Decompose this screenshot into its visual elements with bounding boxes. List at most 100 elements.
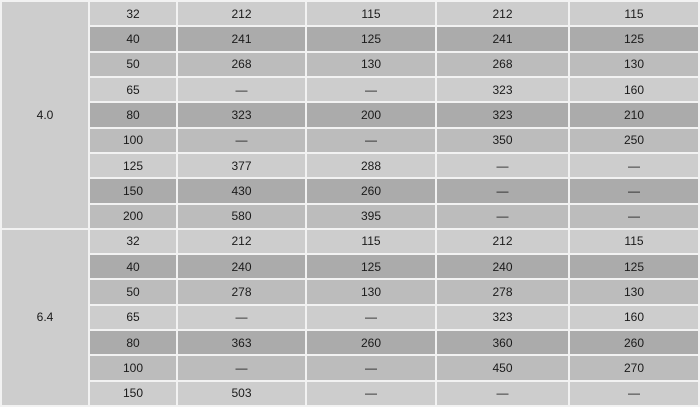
value-cell: — (178, 128, 305, 152)
table-row: 100— —450 270 (2, 356, 698, 380)
value-cell: 580 (178, 204, 305, 228)
size-cell: 100 (90, 356, 176, 380)
value-cell: 240 (437, 255, 568, 279)
value-cell: — (307, 356, 435, 380)
value-cell: — (437, 153, 568, 178)
value-cell: 130 (570, 280, 698, 304)
value-cell: — (570, 381, 698, 405)
value-cell: 160 (570, 305, 698, 330)
value-cell: 130 (307, 52, 435, 76)
value-cell: 125 (307, 255, 435, 279)
value-cell: 260 (307, 331, 435, 355)
value-cell: 125 (570, 255, 698, 279)
value-cell: 363 (178, 331, 305, 355)
size-cell: 65 (90, 77, 176, 102)
table-row: 80 323 200 323 210 (2, 103, 698, 127)
value-cell: — (178, 305, 305, 330)
value-cell: 450 (437, 356, 568, 380)
value-cell: 212 (437, 229, 568, 254)
table-row: 65— —323 160 (2, 305, 698, 330)
value-cell: 323 (437, 77, 568, 102)
value-cell: 115 (570, 229, 698, 254)
value-cell: 377 (178, 153, 305, 178)
value-cell: 160 (570, 77, 698, 102)
size-cell: 150 (90, 381, 176, 405)
value-cell: 241 (178, 27, 305, 51)
value-cell: 268 (178, 52, 305, 76)
value-cell: 130 (570, 52, 698, 76)
value-cell: — (307, 305, 435, 330)
value-cell: 115 (307, 2, 435, 26)
value-cell: 115 (570, 2, 698, 26)
table-row: 65— —323 160 (2, 77, 698, 102)
table-row: 50 278 130 278 130 (2, 280, 698, 304)
value-cell: 278 (178, 280, 305, 304)
size-cell: 40 (90, 27, 176, 51)
size-cell: 65 (90, 305, 176, 330)
value-cell: 288 (307, 153, 435, 178)
table-row: 100— —350 250 (2, 128, 698, 152)
value-cell: 260 (307, 179, 435, 203)
size-cell: 40 (90, 255, 176, 279)
size-cell: 50 (90, 52, 176, 76)
table-row: 125 377 288— — (2, 153, 698, 178)
value-cell: 323 (178, 103, 305, 127)
value-cell: — (307, 77, 435, 102)
value-cell: — (178, 356, 305, 380)
value-cell: 210 (570, 103, 698, 127)
value-cell: — (570, 179, 698, 203)
size-cell: 50 (90, 280, 176, 304)
size-cell: 32 (90, 2, 176, 26)
value-cell: 212 (178, 229, 305, 254)
value-cell: 125 (307, 27, 435, 51)
value-cell: 270 (570, 356, 698, 380)
group-label-cell: 6.4 (2, 229, 88, 405)
value-cell: 115 (307, 229, 435, 254)
value-cell: — (570, 153, 698, 178)
value-cell: 212 (437, 2, 568, 26)
value-cell: 212 (178, 2, 305, 26)
table-row: 150 430 260— — (2, 179, 698, 203)
table-row: 4.0 32 212 115 212 115 (2, 2, 698, 228)
value-cell: — (178, 77, 305, 102)
value-cell: 278 (437, 280, 568, 304)
size-cell: 100 (90, 128, 176, 152)
table-row: 6.4 32 212 115 212 115 (2, 229, 698, 405)
value-cell: — (437, 204, 568, 228)
table-row: 50 268 130 268 130 (2, 52, 698, 76)
size-cell: 80 (90, 331, 176, 355)
value-cell: — (437, 179, 568, 203)
value-cell: 323 (437, 305, 568, 330)
size-cell: 32 (90, 229, 176, 254)
value-cell: 323 (437, 103, 568, 127)
value-cell: 350 (437, 128, 568, 152)
value-cell: 260 (570, 331, 698, 355)
table-row: 80 363 260 360 260 (2, 331, 698, 355)
value-cell: — (570, 204, 698, 228)
size-cell: 80 (90, 103, 176, 127)
value-cell: 125 (570, 27, 698, 51)
value-cell: 395 (307, 204, 435, 228)
value-cell: — (307, 381, 435, 405)
table-row: 150 503— — — (2, 381, 698, 405)
value-cell: 503 (178, 381, 305, 405)
table-row: 200 580 395— — (2, 204, 698, 228)
value-cell: — (437, 381, 568, 405)
size-cell: 200 (90, 204, 176, 228)
table-row: 40 241 125 241 125 (2, 27, 698, 51)
value-cell: 241 (437, 27, 568, 51)
value-cell: 240 (178, 255, 305, 279)
value-cell: 200 (307, 103, 435, 127)
table-row: 40 240 125 240 125 (2, 255, 698, 279)
value-cell: 268 (437, 52, 568, 76)
value-cell: 430 (178, 179, 305, 203)
size-cell: 125 (90, 153, 176, 178)
size-cell: 150 (90, 179, 176, 203)
value-cell: 360 (437, 331, 568, 355)
value-cell: 250 (570, 128, 698, 152)
group-label-cell: 4.0 (2, 2, 88, 228)
value-cell: — (307, 128, 435, 152)
